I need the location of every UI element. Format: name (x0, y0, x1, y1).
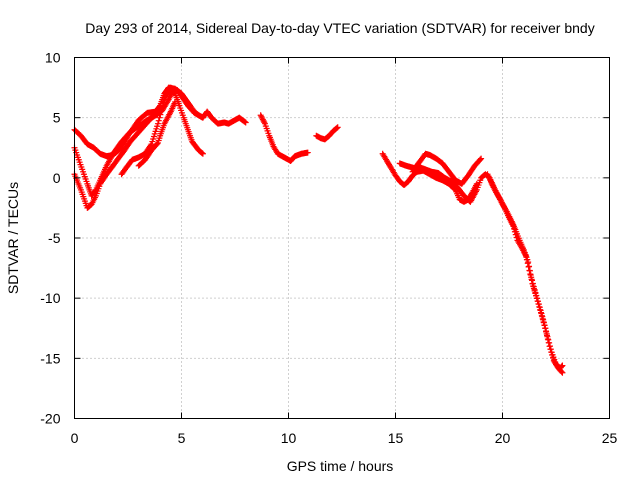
data-point (242, 119, 249, 126)
series-arc-6 (257, 112, 311, 164)
data-point (154, 120, 161, 127)
y-tick-label: -20 (40, 411, 60, 427)
chart-title: Day 293 of 2014, Sidereal Day-to-day VTE… (85, 20, 594, 36)
data-point (524, 260, 531, 267)
data-point (171, 89, 178, 96)
data-point (334, 124, 341, 131)
data-point (158, 105, 165, 112)
data-point (526, 267, 533, 274)
data-point (559, 362, 566, 369)
data-point (546, 339, 553, 346)
data-point (530, 283, 537, 290)
data-point (525, 263, 532, 270)
data-point (156, 114, 163, 121)
tick-layer: 0 5 10 15 20 25 -20 -15 -10 -5 0 5 10 (40, 50, 617, 447)
x-tick-label: 5 (178, 430, 186, 446)
data-point (533, 292, 540, 299)
data-point (160, 99, 167, 106)
x-tick-label: 10 (281, 430, 297, 446)
data-point (547, 343, 554, 350)
data-point (534, 295, 541, 302)
data-point (199, 150, 206, 157)
data-point (477, 156, 484, 163)
data-point (513, 234, 520, 241)
data-point (154, 140, 161, 147)
data-point (543, 330, 550, 337)
data-point (241, 118, 248, 125)
data-point (542, 325, 549, 332)
data-point (527, 271, 534, 278)
data-point (528, 274, 535, 281)
y-tick-label: -10 (40, 290, 60, 306)
x-axis-title: GPS time / hours (287, 458, 394, 474)
data-point (543, 328, 550, 335)
data-point (531, 286, 538, 293)
grid-layer (74, 57, 610, 419)
data-point (541, 322, 548, 329)
data-point (529, 280, 536, 287)
data-point (511, 228, 518, 235)
data-point (523, 253, 530, 260)
data-point (334, 124, 341, 131)
series-arc-10 (409, 164, 566, 376)
series-layer (71, 84, 566, 376)
data-point (199, 150, 206, 157)
series-arc-5 (135, 99, 179, 169)
data-point (545, 336, 552, 343)
series-arc-9 (396, 150, 485, 187)
data-point (540, 316, 547, 323)
series-arc-7 (313, 124, 341, 143)
data-point (164, 97, 171, 104)
data-point (535, 301, 542, 308)
x-tick-label: 20 (495, 430, 511, 446)
data-point (558, 363, 565, 370)
data-point (512, 231, 519, 238)
data-point (158, 108, 165, 115)
data-point (536, 304, 543, 311)
data-point (547, 346, 554, 353)
y-tick-label: 10 (45, 50, 61, 66)
data-point (540, 319, 547, 326)
data-point (304, 149, 311, 156)
data-point (539, 313, 546, 320)
data-point (511, 225, 518, 232)
data-point (559, 369, 566, 376)
data-point (544, 333, 551, 340)
data-point (157, 111, 164, 118)
y-tick-label: -5 (48, 230, 61, 246)
data-point (159, 102, 166, 109)
y-tick-label: 5 (53, 110, 61, 126)
x-tick-label: 15 (388, 430, 404, 446)
data-point (537, 307, 544, 314)
y-axis-title: SDTVAR / TECUs (5, 182, 21, 294)
y-tick-label: 0 (53, 170, 61, 186)
data-point (172, 99, 179, 106)
data-point (538, 310, 545, 317)
data-point (535, 298, 542, 305)
data-point (523, 256, 530, 263)
data-point (510, 222, 517, 229)
x-tick-label: 25 (602, 430, 618, 446)
data-point (478, 155, 485, 162)
y-tick-label: -15 (40, 350, 60, 366)
x-tick-label: 0 (71, 430, 79, 446)
data-point (155, 117, 162, 124)
series-arc-3 (71, 108, 164, 211)
series-arc-4 (118, 84, 206, 178)
data-point (532, 289, 539, 296)
series-arc-11 (484, 171, 566, 371)
data-point (529, 277, 536, 284)
